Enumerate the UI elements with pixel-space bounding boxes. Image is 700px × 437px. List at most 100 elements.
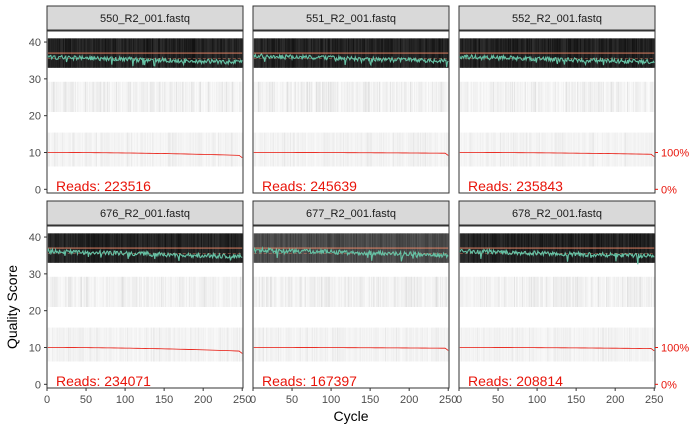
heatmap-cell xyxy=(508,81,510,112)
heatmap-cell xyxy=(602,327,604,362)
heatmap-cell xyxy=(602,132,604,167)
heatmap-cell xyxy=(584,132,586,167)
heatmap-cell xyxy=(534,276,536,307)
heatmap-cell xyxy=(558,132,560,167)
heatmap-cell xyxy=(361,81,363,112)
heatmap-cell xyxy=(55,327,57,362)
heatmap-cell xyxy=(407,81,409,112)
heatmap-cell xyxy=(75,276,77,307)
heatmap-cell xyxy=(267,276,269,307)
heatmap-cell xyxy=(337,327,339,362)
heatmap-cell xyxy=(427,327,429,362)
heatmap-cell xyxy=(96,276,98,307)
heatmap-cell xyxy=(609,81,611,112)
heatmap-cell xyxy=(490,327,492,362)
heatmap-cell xyxy=(498,81,500,112)
heatmap-cell xyxy=(169,327,171,362)
heatmap-cell xyxy=(337,276,339,307)
heatmap-cell xyxy=(469,327,471,362)
heatmap-cell xyxy=(483,276,485,307)
heatmap-cell xyxy=(272,132,274,167)
heatmap-cell xyxy=(286,327,288,362)
heatmap-cell xyxy=(375,276,377,307)
heatmap-cell xyxy=(310,276,312,307)
heatmap-cell xyxy=(125,132,127,167)
heatmap-cell xyxy=(360,81,362,112)
heatmap-cell xyxy=(472,276,474,307)
heatmap-cell xyxy=(202,81,204,112)
heatmap-cell xyxy=(197,327,199,362)
heatmap-cell xyxy=(529,327,531,362)
heatmap-cell xyxy=(633,327,635,362)
heatmap-cell xyxy=(588,327,590,362)
heatmap-cell xyxy=(410,327,412,362)
heatmap-cell xyxy=(158,81,160,112)
heatmap-cell xyxy=(483,327,485,362)
heatmap-cell xyxy=(593,81,595,112)
heatmap-cell xyxy=(608,132,610,167)
heatmap-cell xyxy=(137,132,139,167)
heatmap-cell xyxy=(424,327,426,362)
heatmap-cell xyxy=(331,276,333,307)
heatmap-cell xyxy=(286,132,288,167)
heatmap-cell xyxy=(308,327,310,362)
heatmap-cell xyxy=(474,276,476,307)
heatmap-cell xyxy=(261,81,263,112)
heatmap-cell xyxy=(527,81,529,112)
heatmap-cell xyxy=(382,327,384,362)
heatmap-cell xyxy=(190,276,192,307)
heatmap-cell xyxy=(473,132,475,167)
heatmap-cell xyxy=(208,81,210,112)
heatmap-cell xyxy=(108,81,110,112)
heatmap-cell xyxy=(263,132,265,167)
heatmap-cell xyxy=(481,81,483,112)
heatmap-cell xyxy=(548,276,550,307)
heatmap-cell xyxy=(416,81,418,112)
heatmap-cell xyxy=(336,81,338,112)
heatmap-cell xyxy=(57,81,59,112)
heatmap-cell xyxy=(237,81,239,112)
heatmap-cell xyxy=(120,276,122,307)
heatmap-cell xyxy=(312,81,314,112)
heatmap-cell xyxy=(72,276,74,307)
heatmap-cell xyxy=(630,81,632,112)
heatmap-cell xyxy=(122,132,124,167)
heatmap-cell xyxy=(305,327,307,362)
heatmap-cell xyxy=(482,276,484,307)
heatmap-cell xyxy=(270,327,272,362)
heatmap-cell xyxy=(316,132,318,167)
heatmap-cell xyxy=(176,327,178,362)
heatmap-cell xyxy=(164,132,166,167)
heatmap-cell xyxy=(306,276,308,307)
heatmap-cell xyxy=(148,81,150,112)
heatmap-cell xyxy=(543,327,545,362)
heatmap-cell xyxy=(308,81,310,112)
heatmap-cell xyxy=(620,81,622,112)
heatmap-cell xyxy=(112,132,114,167)
heatmap-cell xyxy=(111,276,113,307)
heatmap-cell xyxy=(461,327,463,362)
heatmap-cell xyxy=(157,327,159,362)
heatmap-cell xyxy=(602,327,604,362)
heatmap-cell xyxy=(644,132,646,167)
heatmap-cell xyxy=(302,132,304,167)
heatmap-cell xyxy=(462,81,464,112)
heatmap-cell xyxy=(261,327,263,362)
heatmap-cell xyxy=(268,327,270,362)
heatmap-cell xyxy=(70,132,72,167)
heatmap-cell xyxy=(505,81,507,112)
heatmap-cell xyxy=(570,327,572,362)
heatmap-cell xyxy=(197,132,199,167)
heatmap-cell xyxy=(522,81,524,112)
heatmap-cell xyxy=(338,81,340,112)
heatmap-cell xyxy=(117,81,119,112)
heatmap-cell xyxy=(301,132,303,167)
heatmap-cell xyxy=(299,276,301,307)
heatmap-cell xyxy=(435,81,437,112)
heatmap-cell xyxy=(233,132,235,167)
heatmap-cell xyxy=(643,276,645,307)
heatmap-cell xyxy=(511,81,513,112)
heatmap-cell xyxy=(578,81,580,112)
heatmap-cell xyxy=(542,276,544,307)
heatmap-cell xyxy=(393,327,395,362)
